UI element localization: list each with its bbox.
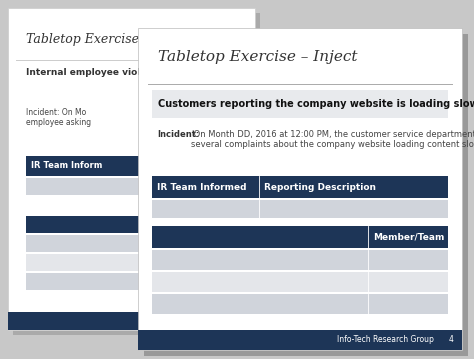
Text: Reporting Description: Reporting Description: [264, 182, 375, 191]
Bar: [8, 8, 255, 330]
Text: Incident: On Mo
employee asking: Incident: On Mo employee asking: [26, 108, 91, 127]
Text: Internal employee violating security protocol.: Internal employee violating security pro…: [26, 68, 260, 77]
Bar: [26, 216, 211, 233]
Bar: [138, 330, 462, 350]
Bar: [26, 235, 211, 252]
Text: Member/Team: Member/Team: [373, 233, 445, 242]
Bar: [152, 176, 448, 198]
Bar: [152, 250, 448, 270]
Text: Info-Tech Research Group: Info-Tech Research Group: [337, 336, 434, 345]
Text: 4: 4: [449, 336, 454, 345]
Text: Customers reporting the company website is loading slow or not available.: Customers reporting the company website …: [158, 99, 474, 109]
Text: On Month DD, 2016 at 12:00 PM, the customer service department received
several : On Month DD, 2016 at 12:00 PM, the custo…: [191, 130, 474, 149]
Bar: [152, 294, 448, 314]
Bar: [26, 156, 211, 176]
Bar: [138, 28, 462, 350]
Text: Tabletop Exercise – Inject: Tabletop Exercise – Inject: [158, 50, 357, 64]
Bar: [13, 13, 260, 335]
Bar: [152, 226, 448, 248]
Bar: [26, 178, 211, 195]
Bar: [26, 254, 211, 271]
Bar: [152, 272, 448, 292]
Bar: [152, 90, 448, 118]
Text: Tabletop Exercise – Inject: Tabletop Exercise – Inject: [26, 33, 190, 46]
Text: Incident:: Incident:: [157, 130, 199, 139]
Bar: [8, 312, 255, 330]
Bar: [26, 273, 211, 290]
Bar: [144, 34, 468, 356]
Bar: [26, 197, 211, 214]
Bar: [152, 200, 448, 218]
Text: IR Team Informed: IR Team Informed: [157, 182, 246, 191]
Text: IR Team Inform: IR Team Inform: [31, 162, 102, 171]
